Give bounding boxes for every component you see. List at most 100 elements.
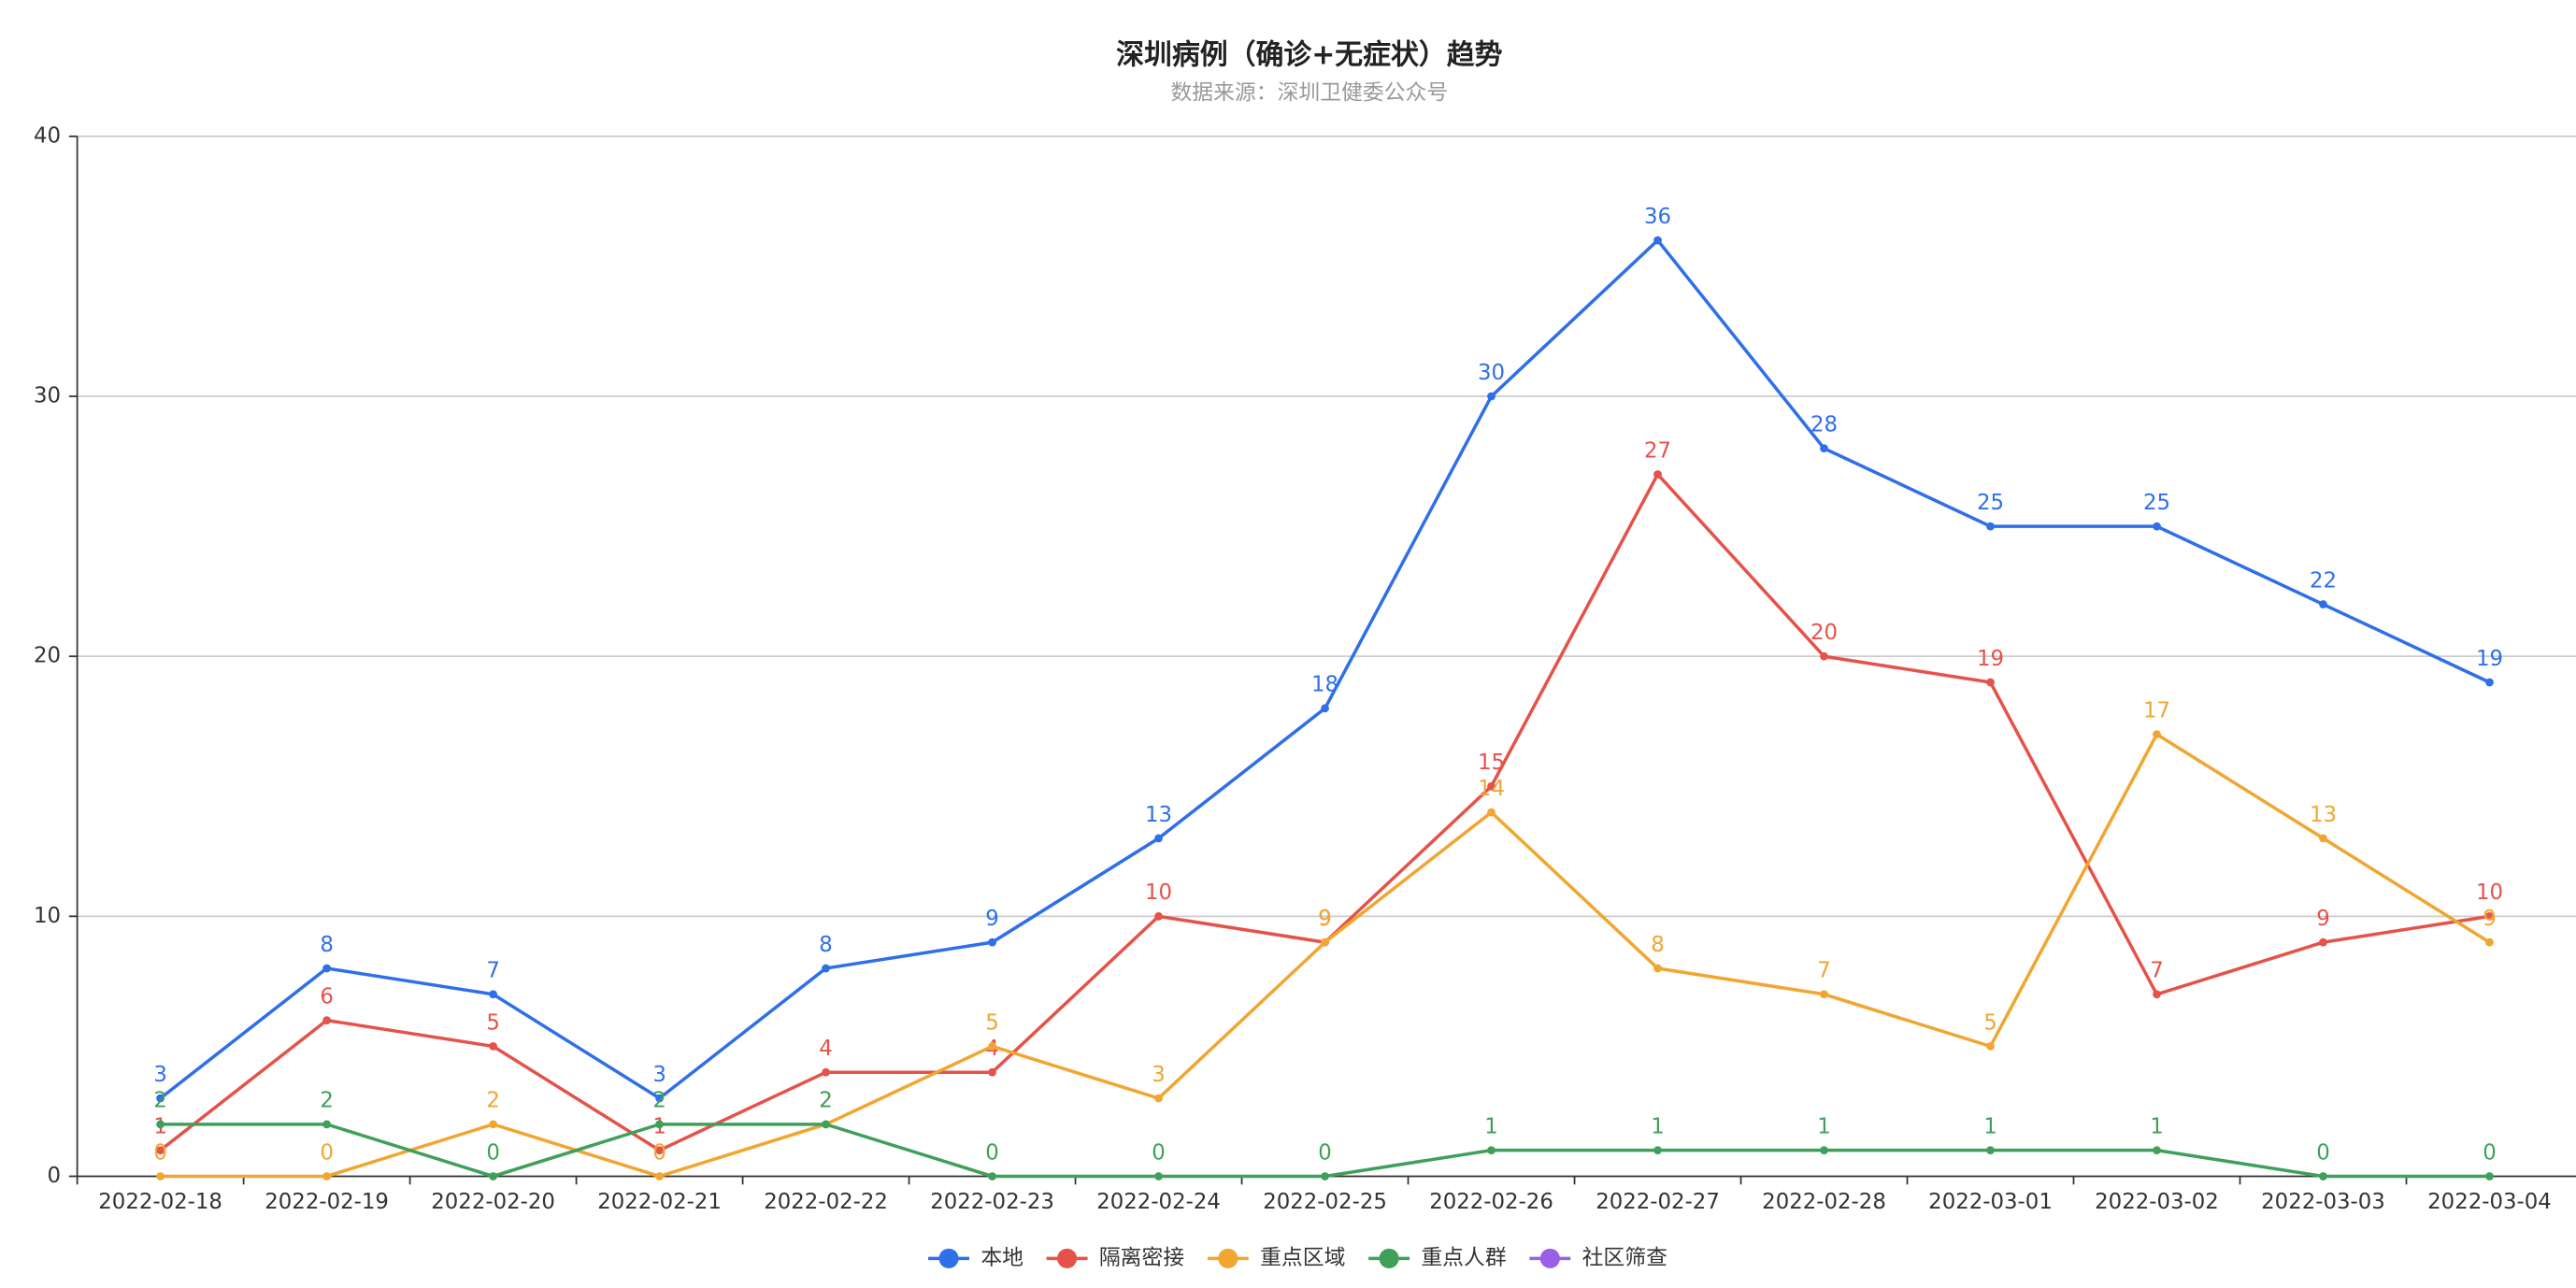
data-label: 9 <box>1318 907 1332 931</box>
chart-title: 深圳病例（确诊+无症状）趋势 <box>1116 38 1503 71</box>
point <box>1653 964 1662 973</box>
data-label: 9 <box>985 907 999 931</box>
x-tick-label: 2022-02-20 <box>431 1190 555 1214</box>
x-tick-label: 2022-03-03 <box>2261 1190 2385 1214</box>
data-label: 28 <box>1810 413 1838 437</box>
point <box>988 937 996 947</box>
legend-marker <box>1379 1248 1399 1268</box>
x-tick-label: 2022-03-02 <box>2095 1190 2219 1214</box>
data-label: 2 <box>486 1089 500 1113</box>
point <box>156 1146 165 1155</box>
data-label: 7 <box>1817 959 1831 983</box>
data-label: 9 <box>1318 907 1332 931</box>
point <box>2153 522 2161 531</box>
x-tick-label: 2022-02-18 <box>98 1190 222 1214</box>
legend-label: 重点人群 <box>1421 1246 1506 1270</box>
y-tick-label: 30 <box>34 384 61 408</box>
legend-marker <box>938 1248 959 1268</box>
point <box>1321 937 1329 947</box>
point <box>2153 730 2161 739</box>
point <box>822 1067 830 1077</box>
data-label: 6 <box>320 984 334 1009</box>
data-label: 13 <box>2310 803 2337 827</box>
point <box>2319 1172 2327 1181</box>
point <box>1487 808 1496 817</box>
point <box>322 1016 331 1024</box>
point <box>1154 834 1163 843</box>
point <box>1986 678 1995 687</box>
point <box>1154 911 1163 921</box>
legend-label: 社区筛查 <box>1582 1246 1667 1270</box>
point <box>988 1067 996 1077</box>
point <box>1487 392 1496 401</box>
data-label: 10 <box>1145 880 1172 905</box>
data-label: 19 <box>2476 647 2503 671</box>
y-tick-label: 40 <box>34 123 61 148</box>
point <box>1820 990 1828 999</box>
data-label: 0 <box>2483 1140 2497 1165</box>
data-label: 36 <box>1644 205 1671 229</box>
point <box>1653 470 1662 479</box>
data-label: 0 <box>320 1140 334 1165</box>
point <box>2485 937 2494 947</box>
data-label: 25 <box>2143 491 2170 515</box>
series-line <box>160 732 2491 1179</box>
data-label: 18 <box>1311 673 1338 697</box>
x-tick-label: 2022-02-24 <box>1096 1190 1221 1214</box>
data-label: 2 <box>819 1089 833 1113</box>
data-label: 14 <box>1478 777 1505 801</box>
data-label: 7 <box>2150 959 2164 983</box>
point <box>1487 1146 1496 1155</box>
data-label: 17 <box>2143 699 2170 723</box>
point <box>655 1172 664 1181</box>
data-label: 1 <box>1651 1115 1665 1139</box>
legend-marker <box>1057 1248 1078 1268</box>
point <box>2485 1172 2494 1181</box>
data-label: 5 <box>486 1010 500 1035</box>
x-tick-label: 2022-02-26 <box>1429 1190 1553 1214</box>
data-label: 0 <box>1152 1140 1166 1165</box>
x-tick-label: 2022-03-04 <box>2427 1190 2552 1214</box>
data-label: 8 <box>1651 933 1665 957</box>
data-label: 2 <box>320 1089 334 1113</box>
point <box>1487 781 1496 791</box>
point <box>489 1120 497 1129</box>
point <box>1820 444 1828 453</box>
data-label: 22 <box>2310 568 2337 593</box>
point <box>988 1042 996 1051</box>
data-label: 3 <box>652 1063 666 1087</box>
point <box>822 964 830 973</box>
point <box>1653 1146 1662 1155</box>
legend-marker <box>1539 1248 1560 1268</box>
point <box>1986 1042 1995 1051</box>
data-label: 7 <box>486 959 500 983</box>
data-label: 0 <box>652 1140 666 1165</box>
point <box>1154 1094 1163 1103</box>
point <box>156 1094 165 1103</box>
x-tick-label: 2022-02-22 <box>764 1190 888 1214</box>
point <box>655 1094 664 1103</box>
x-tick-label: 2022-02-28 <box>1762 1190 1886 1214</box>
point <box>2485 678 2494 687</box>
point <box>2153 1146 2161 1155</box>
data-label: 15 <box>1478 751 1505 775</box>
data-label: 25 <box>1977 491 2004 515</box>
data-label: 2 <box>652 1089 666 1113</box>
point <box>322 1172 331 1181</box>
data-label: 9 <box>2316 907 2330 931</box>
point <box>322 964 331 973</box>
point <box>1986 1146 1995 1155</box>
data-label: 1 <box>1484 1115 1498 1139</box>
point <box>156 1172 165 1181</box>
point <box>489 1172 497 1181</box>
series-line <box>159 471 2490 1152</box>
x-tick-label: 2022-02-21 <box>597 1190 722 1214</box>
point <box>2319 937 2327 947</box>
data-label: 8 <box>819 933 833 957</box>
point <box>1820 1146 1828 1155</box>
point <box>322 1120 331 1129</box>
point <box>2319 600 2327 608</box>
point <box>2485 911 2494 921</box>
y-tick-label: 10 <box>34 904 61 928</box>
